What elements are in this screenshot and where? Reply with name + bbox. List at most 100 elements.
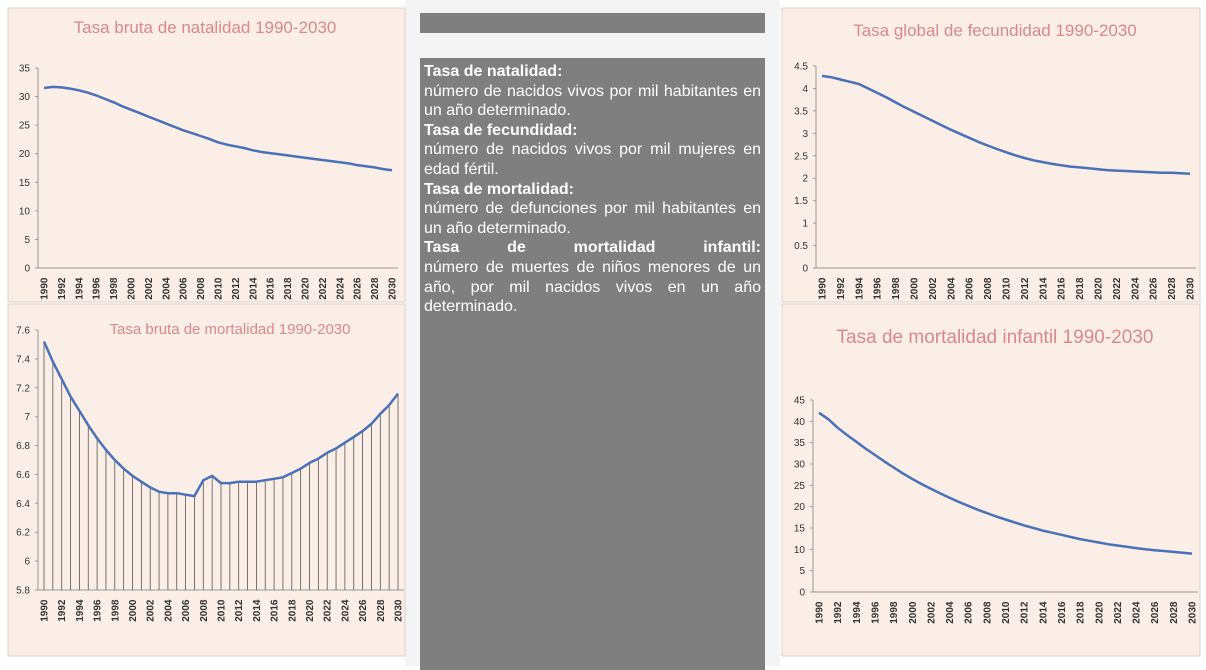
chart-background — [781, 303, 1201, 657]
x-tick-label: 2016 — [1057, 277, 1068, 300]
x-tick-label: 2006 — [179, 277, 190, 300]
y-tick-label: 0 — [799, 588, 805, 599]
x-tick-label: 2014 — [1038, 277, 1049, 300]
x-tick-label: 2000 — [128, 599, 139, 622]
x-tick-label: 1996 — [92, 277, 103, 300]
definition-term: Tasa de mortalidad infantil: — [424, 239, 761, 257]
x-tick-label: 1996 — [870, 601, 881, 624]
chart-background — [7, 303, 406, 657]
x-tick-label: 2012 — [1020, 601, 1031, 624]
y-tick-label: 6.4 — [16, 499, 30, 510]
x-tick-label: 2012 — [231, 277, 242, 300]
chart-background — [7, 7, 406, 303]
y-tick-label: 20 — [19, 149, 31, 160]
y-tick-label: 15 — [794, 524, 806, 535]
chart-title: Tasa de mortalidad infantil 1990-2030 — [837, 327, 1154, 348]
x-tick-label: 1992 — [57, 599, 68, 622]
x-tick-label: 2018 — [1075, 277, 1086, 300]
y-tick-label: 0 — [24, 264, 30, 275]
y-tick-label: 7.4 — [16, 354, 30, 365]
data-line — [818, 411, 1193, 555]
y-tick-label: 40 — [794, 417, 806, 428]
y-tick-label: 0 — [802, 264, 808, 275]
x-tick-label: 2030 — [1186, 277, 1197, 300]
y-tick-label: 6 — [24, 557, 30, 568]
x-tick-label: 1998 — [891, 277, 902, 300]
y-tick-label: 10 — [794, 545, 806, 556]
y-tick-label: 6.6 — [16, 470, 30, 481]
x-tick-label: 2026 — [1150, 601, 1161, 624]
x-tick-label: 2004 — [945, 601, 956, 624]
definition-text: número de nacidos vivos por mil habitant… — [424, 82, 761, 120]
x-tick-label: 2030 — [394, 599, 405, 622]
x-tick-label: 1992 — [836, 277, 847, 300]
y-tick-label: 4.5 — [794, 62, 808, 73]
x-tick-label: 1996 — [93, 599, 104, 622]
header-bar — [420, 13, 765, 33]
x-tick-label: 2004 — [163, 599, 174, 622]
x-tick-label: 2008 — [982, 601, 993, 624]
x-tick-label: 2022 — [1113, 601, 1124, 624]
y-tick-label: 3.5 — [794, 106, 808, 117]
x-tick-label: 2012 — [1020, 277, 1031, 300]
x-tick-label: 2016 — [270, 599, 281, 622]
y-tick-label: 15 — [19, 178, 31, 189]
x-tick-label: 1990 — [815, 601, 826, 624]
x-tick-label: 2002 — [146, 599, 157, 622]
x-tick-label: 1998 — [110, 599, 121, 622]
y-tick-label: 35 — [19, 64, 31, 75]
x-tick-label: 2008 — [199, 599, 210, 622]
x-tick-label: 2000 — [127, 277, 138, 300]
x-tick-label: 2010 — [217, 599, 228, 622]
x-tick-label: 2010 — [214, 277, 225, 300]
x-tick-label: 2014 — [1038, 601, 1049, 624]
x-tick-label: 2020 — [1094, 277, 1105, 300]
x-tick-label: 2024 — [1130, 277, 1141, 300]
x-tick-label: 2008 — [196, 277, 207, 300]
y-tick-label: 1 — [802, 219, 808, 230]
x-tick-label: 2026 — [1149, 277, 1160, 300]
x-tick-label: 2018 — [283, 277, 294, 300]
x-tick-label: 2018 — [1076, 601, 1087, 624]
x-tick-label: 2024 — [335, 277, 346, 300]
y-tick-label: 25 — [794, 481, 806, 492]
x-tick-label: 1992 — [833, 601, 844, 624]
x-tick-label: 2010 — [1002, 277, 1013, 300]
x-tick-label: 2022 — [323, 599, 334, 622]
x-tick-label: 2028 — [370, 277, 381, 300]
x-tick-label: 2014 — [252, 599, 263, 622]
x-tick-label: 2006 — [965, 277, 976, 300]
x-tick-label: 2018 — [287, 599, 298, 622]
y-tick-label: 5 — [24, 235, 30, 246]
chart-title: Tasa bruta de natalidad 1990-2030 — [74, 18, 337, 37]
x-tick-label: 2008 — [983, 277, 994, 300]
x-tick-label: 1994 — [75, 599, 86, 622]
x-tick-label: 2004 — [161, 277, 172, 300]
x-tick-label: 2026 — [353, 277, 364, 300]
x-tick-label: 2030 — [388, 277, 399, 300]
y-tick-label: 6.8 — [16, 441, 30, 452]
x-tick-label: 2028 — [1169, 601, 1180, 624]
x-tick-label: 2006 — [964, 601, 975, 624]
x-tick-label: 2024 — [1132, 601, 1143, 624]
x-tick-label: 2012 — [234, 599, 245, 622]
x-tick-label: 2016 — [1057, 601, 1068, 624]
y-tick-label: 5.8 — [16, 586, 30, 597]
data-line — [43, 85, 393, 172]
y-tick-label: 25 — [19, 121, 31, 132]
y-tick-label: 10 — [19, 206, 31, 217]
y-tick-label: 4 — [802, 84, 808, 95]
definition-term: Tasa de natalidad: — [424, 63, 563, 80]
chart-title: Tasa bruta de mortalidad 1990-2030 — [110, 321, 351, 338]
y-tick-label: 35 — [794, 438, 806, 449]
x-tick-label: 1990 — [40, 599, 51, 622]
y-tick-label: 5 — [799, 566, 805, 577]
definitions-panel: Tasa de natalidad: número de nacidos viv… — [420, 58, 765, 670]
y-tick-label: 20 — [794, 502, 806, 513]
x-tick-label: 2022 — [318, 277, 329, 300]
y-tick-label: 2 — [802, 174, 808, 185]
x-tick-label: 2020 — [301, 277, 312, 300]
y-tick-label: 7 — [24, 412, 30, 423]
x-tick-label: 1996 — [873, 277, 884, 300]
